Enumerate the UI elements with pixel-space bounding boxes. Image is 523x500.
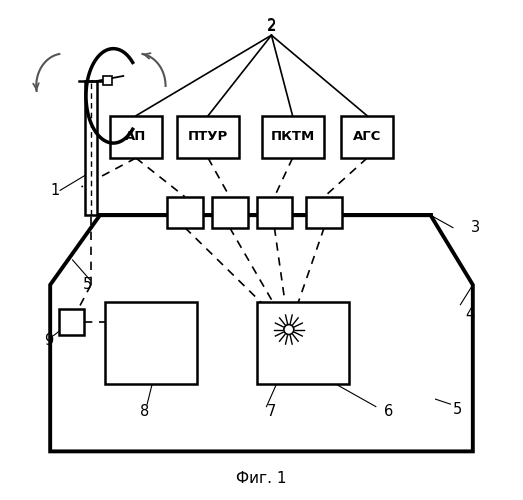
Bar xyxy=(105,302,197,384)
Bar xyxy=(104,76,112,85)
Text: АГС: АГС xyxy=(353,130,381,143)
Text: 5: 5 xyxy=(453,402,462,416)
Bar xyxy=(341,116,393,158)
Text: 1: 1 xyxy=(51,183,60,198)
Text: АП: АП xyxy=(126,130,146,143)
Text: 2: 2 xyxy=(267,18,276,34)
Bar xyxy=(110,116,162,158)
Text: ПТУР: ПТУР xyxy=(188,130,228,143)
Bar xyxy=(212,197,247,228)
Text: 8: 8 xyxy=(140,404,149,419)
Text: ПКТМ: ПКТМ xyxy=(270,130,315,143)
Bar xyxy=(177,116,239,158)
Bar xyxy=(306,197,342,228)
Text: 3: 3 xyxy=(471,220,480,235)
Bar xyxy=(262,116,324,158)
Text: Фиг. 1: Фиг. 1 xyxy=(236,471,287,486)
Polygon shape xyxy=(50,215,473,452)
Bar xyxy=(256,197,292,228)
Text: 2: 2 xyxy=(267,18,276,33)
Text: 7: 7 xyxy=(267,404,276,419)
Bar xyxy=(85,81,97,215)
Text: 6: 6 xyxy=(384,404,393,419)
Text: 9: 9 xyxy=(44,333,53,348)
Bar xyxy=(167,197,203,228)
Bar xyxy=(256,302,348,384)
Bar xyxy=(59,308,85,334)
Text: 5: 5 xyxy=(83,278,92,292)
Text: 4: 4 xyxy=(465,307,475,322)
Circle shape xyxy=(284,324,294,334)
